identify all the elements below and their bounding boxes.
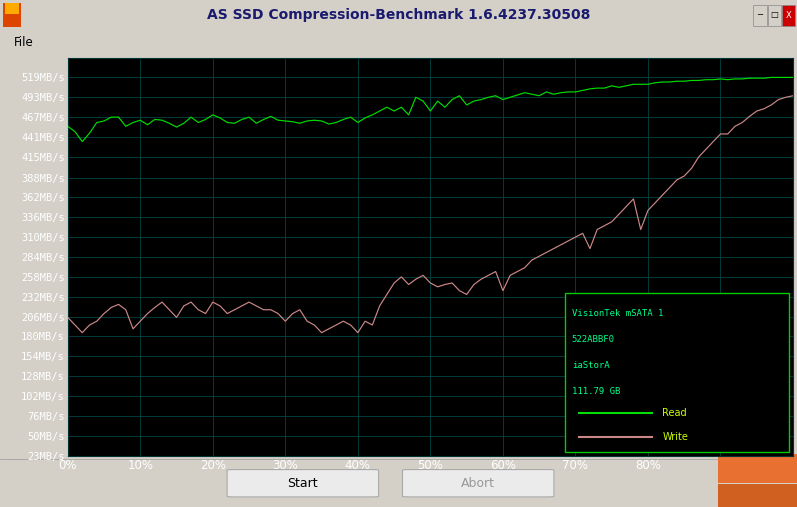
Text: 111.79 GB: 111.79 GB bbox=[571, 387, 620, 395]
Text: AS SSD Compression-Benchmark 1.6.4237.30508: AS SSD Compression-Benchmark 1.6.4237.30… bbox=[206, 8, 591, 22]
Text: Abort: Abort bbox=[461, 477, 495, 490]
Text: Start: Start bbox=[288, 477, 318, 490]
Text: Read: Read bbox=[662, 408, 687, 418]
Bar bbox=[753, 5, 767, 25]
Bar bbox=[5, 3, 19, 14]
Text: VisionTek mSATA 1: VisionTek mSATA 1 bbox=[571, 309, 663, 318]
FancyBboxPatch shape bbox=[564, 293, 789, 452]
Text: Write: Write bbox=[662, 431, 689, 442]
Text: −: − bbox=[756, 11, 764, 19]
Bar bbox=[3, 3, 21, 27]
Text: File: File bbox=[14, 36, 34, 49]
Bar bbox=[718, 454, 797, 483]
FancyBboxPatch shape bbox=[402, 469, 554, 497]
Text: X: X bbox=[786, 11, 791, 19]
FancyBboxPatch shape bbox=[227, 469, 379, 497]
Bar bbox=[768, 5, 781, 25]
Text: iaStorA: iaStorA bbox=[571, 360, 610, 370]
Bar bbox=[718, 484, 797, 507]
Bar bbox=[782, 5, 795, 25]
Text: 522ABBF0: 522ABBF0 bbox=[571, 335, 614, 344]
Text: □: □ bbox=[771, 11, 778, 19]
